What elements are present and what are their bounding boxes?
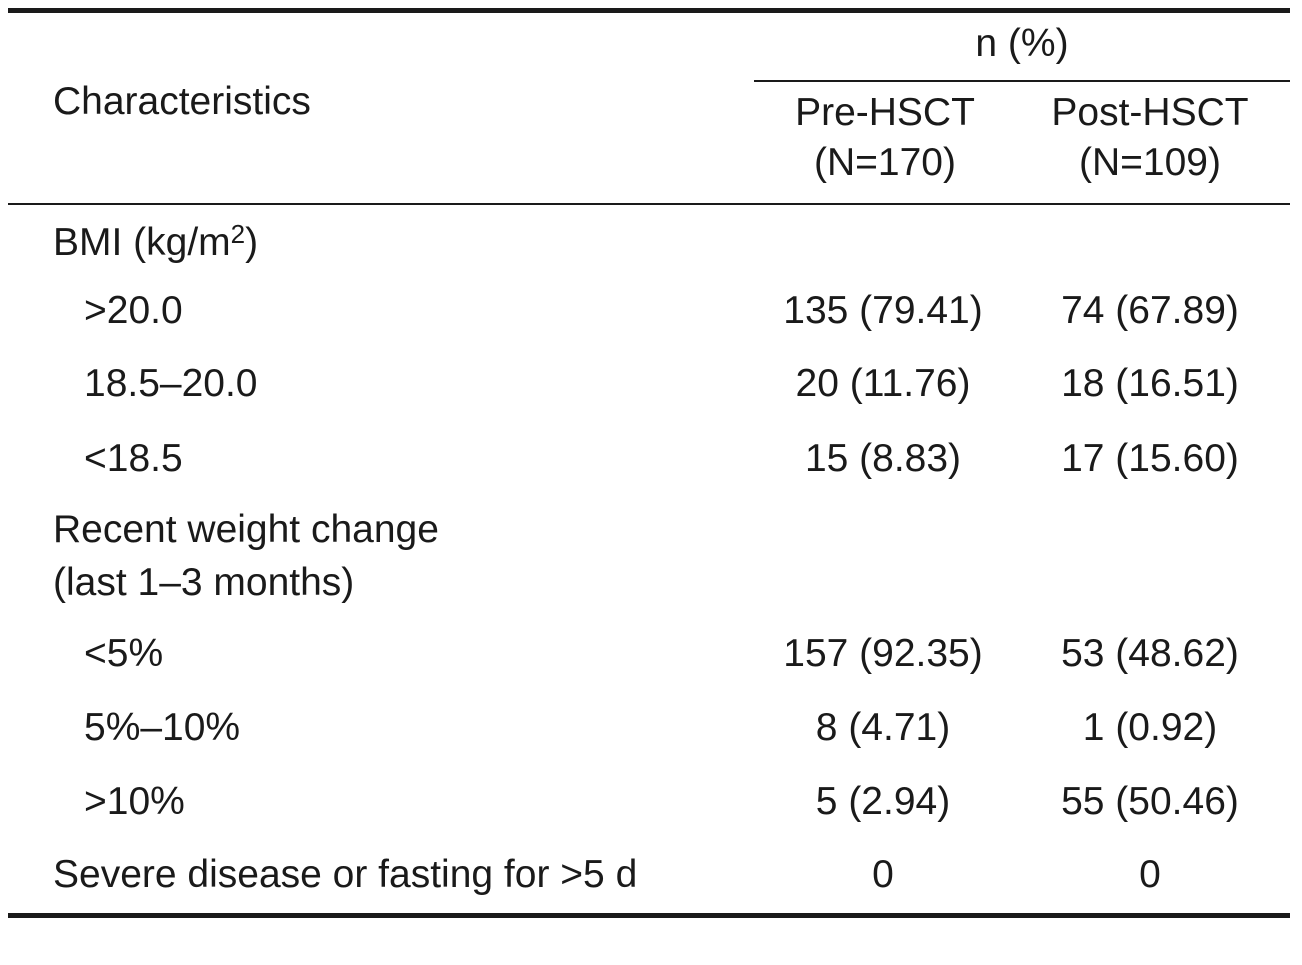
table-bottom-rule (8, 913, 1290, 918)
cell-pre-hsct: 20 (11.76) (795, 362, 971, 405)
cell-pre-hsct: 0 (872, 853, 894, 896)
bmi-label-suffix: ) (245, 221, 259, 264)
column-header-pre-hsct-title: Pre-HSCT (795, 91, 975, 134)
section-label-weight-line1: Recent weight change (53, 508, 439, 551)
header-bottom-rule (8, 203, 1290, 205)
column-header-post-hsct: Post-HSCT (N=109) (1020, 88, 1280, 188)
characteristics-header: Characteristics (53, 80, 311, 123)
row-label: <18.5 (84, 437, 183, 480)
cell-pre-hsct: 8 (4.71) (815, 706, 951, 749)
section-label-bmi: BMI (kg/m2) (53, 220, 258, 266)
table-top-rule (8, 8, 1290, 13)
cell-post-hsct: 53 (48.62) (1061, 632, 1239, 675)
cell-pre-hsct: 135 (79.41) (783, 289, 983, 332)
cell-post-hsct: 0 (1139, 853, 1161, 896)
cell-post-hsct: 18 (16.51) (1061, 362, 1239, 405)
cell-post-hsct: 1 (0.92) (1082, 706, 1218, 749)
row-label: <5% (84, 632, 164, 675)
column-header-post-hsct-title: Post-HSCT (1051, 91, 1249, 134)
row-label: 18.5–20.0 (84, 362, 258, 405)
cell-post-hsct: 17 (15.60) (1061, 437, 1239, 480)
cell-pre-hsct: 5 (2.94) (815, 780, 951, 823)
row-label: >20.0 (84, 289, 183, 332)
section-label-weight-line2: (last 1–3 months) (53, 561, 355, 604)
cell-pre-hsct: 157 (92.35) (783, 632, 983, 675)
column-header-pre-hsct: Pre-HSCT (N=170) (760, 88, 1010, 188)
row-label: 5%–10% (84, 706, 241, 749)
cell-post-hsct: 55 (50.46) (1061, 780, 1239, 823)
row-label: >10% (84, 780, 185, 823)
column-header-pre-hsct-n: (N=170) (814, 141, 956, 184)
group-header: n (%) (975, 22, 1069, 65)
column-header-post-hsct-n: (N=109) (1079, 141, 1221, 184)
bmi-label-superscript: 2 (230, 219, 246, 249)
row-label-severe: Severe disease or fasting for >5 d (53, 853, 638, 896)
bmi-label-prefix: BMI (kg/m (53, 221, 231, 264)
cell-pre-hsct: 15 (8.83) (804, 437, 962, 480)
group-header-rule (754, 80, 1290, 82)
cell-post-hsct: 74 (67.89) (1061, 289, 1239, 332)
